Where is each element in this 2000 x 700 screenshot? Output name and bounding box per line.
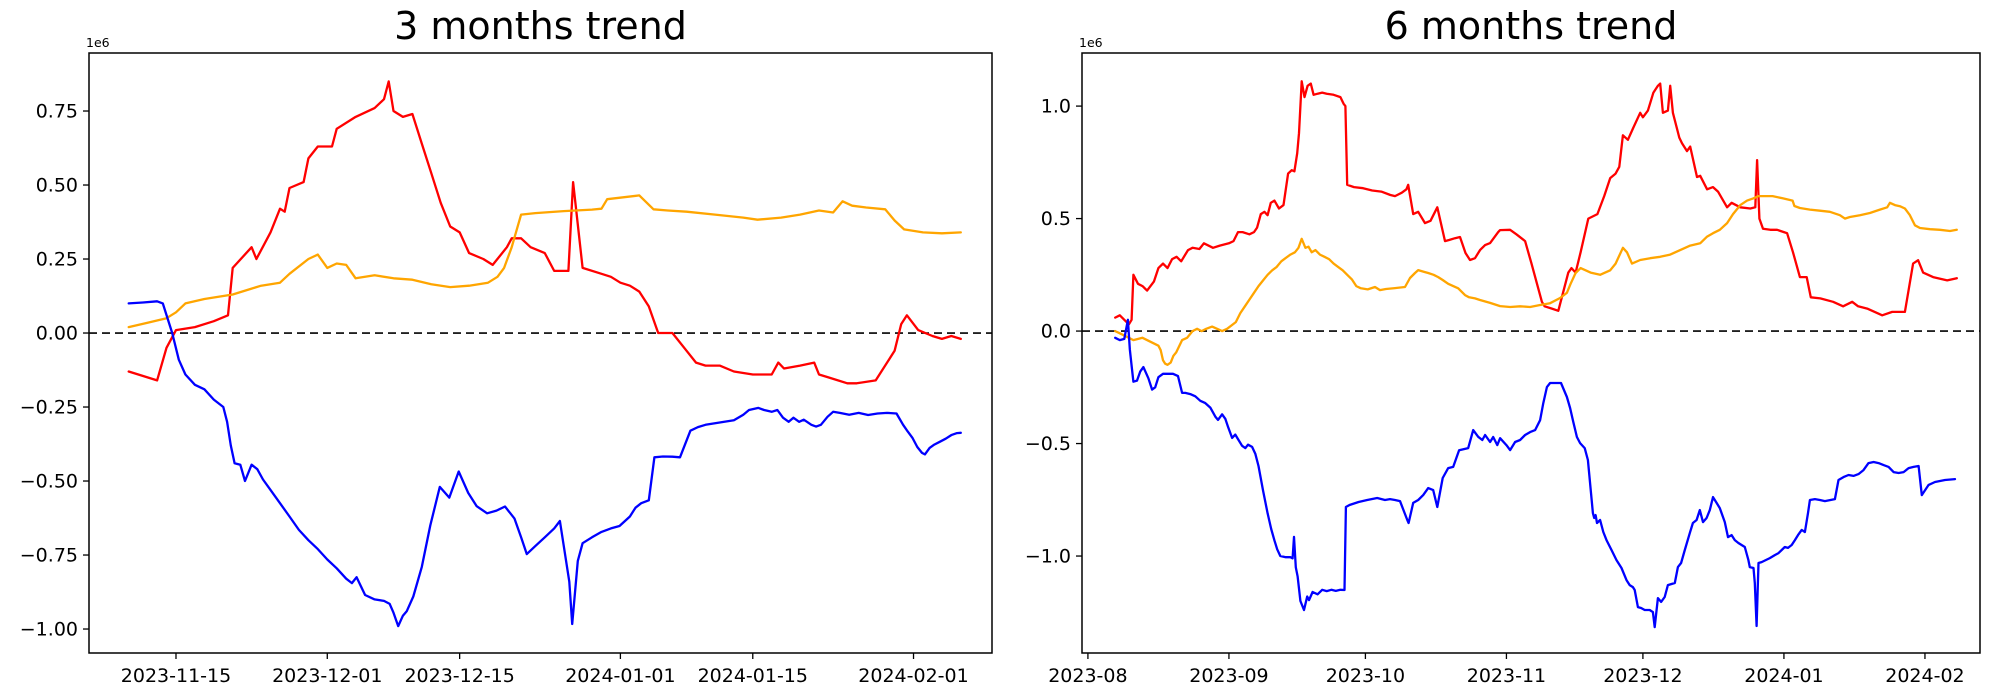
y-tick-label: 0.50: [36, 175, 78, 197]
series-line-orange-series: [1114, 194, 1958, 366]
plot-frame: [88, 52, 993, 654]
chart-3-months: 0.75 0.50 0.25 0.00 −0.25 −0.50 −0.75 −1.00 2023…: [20, 35, 993, 687]
x-tick-label: 2024-02: [1885, 665, 1964, 687]
y-tick-label: 0.5: [1041, 208, 1071, 230]
y-axis-offset-label: 1e6: [86, 35, 110, 50]
series-line-red-series: [127, 80, 962, 385]
y-axis-offset-label: 1e6: [1079, 35, 1103, 50]
chart-title-6-months: 6 months trend: [1384, 4, 1678, 48]
y-tick-label: −0.5: [1025, 433, 1071, 455]
x-tick-label: 2023-08: [1048, 665, 1127, 687]
x-tick-label: 2023-12-15: [404, 665, 514, 687]
y-tick-label: 1.0: [1041, 96, 1071, 118]
x-tick-label: 2024-01: [1744, 665, 1823, 687]
chart-6-months: 1.0 0.5 0.0 −0.5 −1.0 2023-08 2023-09 2023-10 20…: [1025, 35, 1981, 687]
x-tick-label: 2023-12-01: [272, 665, 382, 687]
x-tick-label: 2023-09: [1189, 665, 1268, 687]
series-line-orange-series: [127, 194, 962, 329]
y-tick-label: 0.00: [36, 323, 78, 345]
series-line-blue-series: [1114, 318, 1957, 629]
x-tick-label: 2024-01-15: [698, 665, 808, 687]
x-tick-label: 2024-01-01: [565, 665, 675, 687]
y-tick-label: −0.75: [20, 545, 78, 567]
y-tick-label: 0.75: [36, 101, 78, 123]
x-tick-label: 2023-10: [1326, 665, 1405, 687]
series-line-red-series: [1114, 80, 1958, 326]
series-line-blue-series: [127, 300, 962, 628]
y-tick-label: −0.50: [20, 471, 78, 493]
y-tick-label: −1.00: [20, 619, 78, 641]
x-tick-label: 2023-11: [1467, 665, 1546, 687]
y-tick-label: −0.25: [20, 397, 78, 419]
y-tick-label: 0.0: [1041, 321, 1071, 343]
x-tick-label: 2023-12: [1603, 665, 1682, 687]
y-tick-label: −1.0: [1025, 546, 1071, 568]
y-tick-label: 0.25: [36, 249, 78, 271]
chart-title-3-months: 3 months trend: [394, 4, 687, 48]
x-tick-label: 2024-02-01: [858, 665, 968, 687]
x-tick-label: 2023-11-15: [121, 665, 231, 687]
plot-frame: [1081, 52, 1981, 654]
